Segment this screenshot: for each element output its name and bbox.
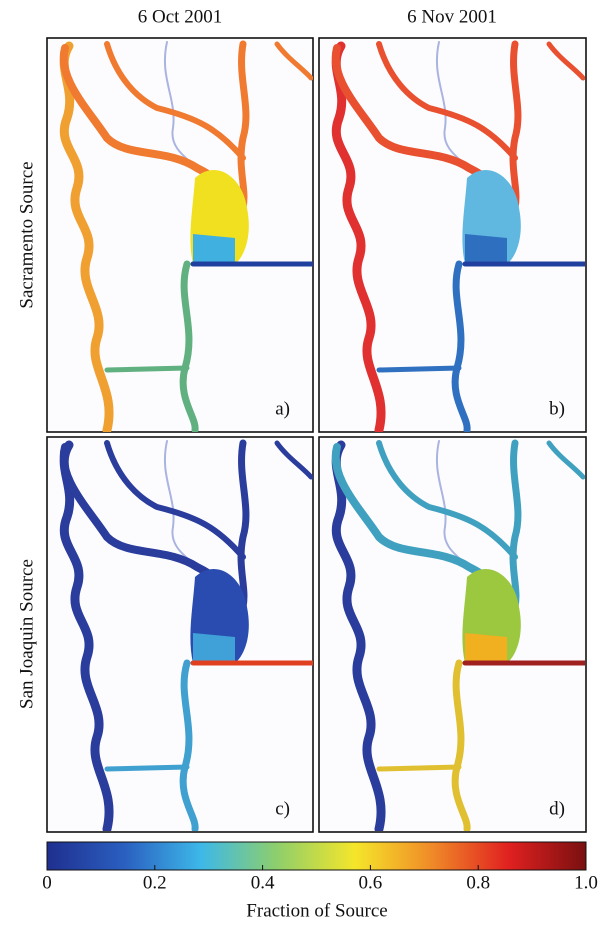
row-label: San Joaquin Source xyxy=(16,559,37,709)
tick-label: 0.4 xyxy=(251,872,275,893)
panel-label: a) xyxy=(275,398,290,419)
panel-label: c) xyxy=(275,798,290,819)
tick-label: 0.8 xyxy=(466,872,490,893)
column-title: 6 Nov 2001 xyxy=(407,6,497,27)
row-label: Sacramento Source xyxy=(16,161,37,308)
map-panel: b) xyxy=(318,37,586,432)
panel-label: d) xyxy=(549,798,565,819)
tick-label: 0 xyxy=(42,872,52,893)
colorbar-label: Fraction of Source xyxy=(246,900,387,921)
tick-label: 0.2 xyxy=(143,872,167,893)
map-panel: a) xyxy=(46,37,313,432)
panel-label: b) xyxy=(549,398,565,419)
colorbar xyxy=(46,841,587,871)
map-panel: c) xyxy=(46,436,313,832)
column-title: 6 Oct 2001 xyxy=(138,6,222,27)
tick-label: 1.0 xyxy=(574,872,598,893)
map-panel: d) xyxy=(318,436,586,832)
tick-label: 0.6 xyxy=(359,872,383,893)
